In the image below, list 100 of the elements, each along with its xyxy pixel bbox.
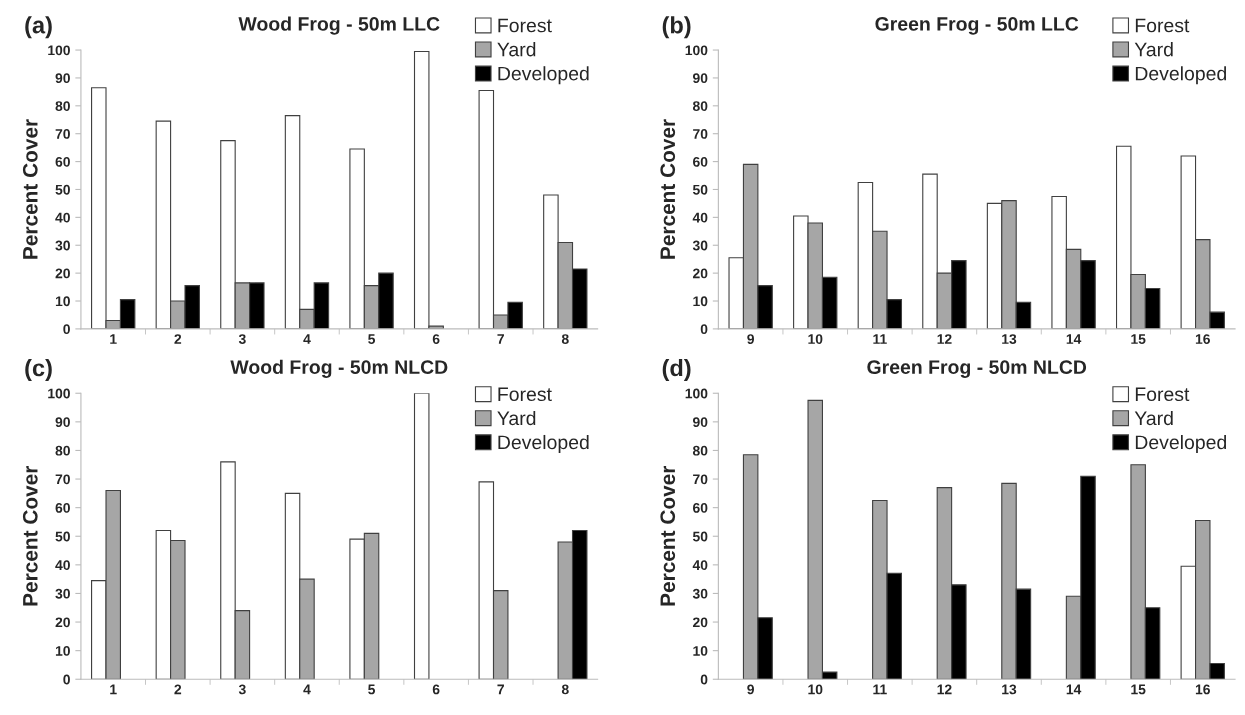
y-tick-label: 60 — [55, 156, 70, 167]
y-tick-label: 30 — [55, 588, 70, 599]
y-tick-label: 90 — [692, 73, 708, 84]
legend-label: Yard — [497, 42, 536, 57]
y-tick-label: 10 — [693, 645, 708, 656]
x-tick-label: 7 — [497, 334, 504, 344]
chart-title: Wood Frog - 50m LLC — [238, 16, 440, 35]
x-tick-label: 16 — [1195, 684, 1210, 695]
y-tick-label: 50 — [55, 184, 70, 195]
x-tick-label: 8 — [561, 334, 569, 344]
x-tick-label: 12 — [937, 684, 952, 695]
x-tick-label: 3 — [238, 684, 246, 695]
x-tick-label: 13 — [1002, 684, 1017, 695]
y-tick-label: 30 — [692, 240, 708, 251]
y-tick-label: 50 — [692, 184, 708, 195]
legend-label: Yard — [497, 410, 536, 426]
x-tick-label: 9 — [747, 684, 754, 695]
legend-label: Developed — [498, 434, 589, 454]
y-tick-label: 20 — [55, 617, 70, 628]
y-tick-label: 0 — [700, 674, 708, 685]
y-tick-label: 20 — [692, 617, 708, 628]
y-tick-label: 80 — [55, 445, 70, 456]
text: (b) — [662, 16, 691, 39]
y-tick-label: 60 — [55, 502, 70, 513]
y-tick-label: 40 — [55, 560, 70, 571]
x-tick-label: 16 — [1195, 334, 1210, 344]
chart-title: Green Frog - 50m LLC — [875, 17, 1079, 35]
bar — [413, 393, 430, 680]
y-tick-label: 40 — [55, 212, 70, 223]
x-tick-label: 2 — [174, 684, 182, 695]
y-tick-label: 100 — [48, 388, 70, 399]
y-tick-label: 40 — [692, 560, 708, 571]
x-tick-label: 4 — [303, 334, 311, 344]
x-tick-label: 1 — [110, 334, 117, 344]
y-tick-label: 80 — [692, 101, 708, 111]
y-axis-title: Percent Cover — [660, 119, 676, 259]
legend-label: Forest — [1135, 18, 1190, 33]
y-tick-label: 100 — [685, 45, 708, 56]
text: (a) — [25, 16, 52, 39]
y-axis-title: Percent Cover — [22, 465, 38, 606]
x-tick-label: 5 — [368, 684, 376, 695]
legend-label: Forest — [1135, 387, 1190, 402]
y-tick-label: 80 — [55, 101, 70, 111]
x-tick-label: 12 — [937, 334, 952, 344]
y-tick-label: 100 — [48, 45, 70, 56]
x-tick-label: 6 — [432, 684, 440, 695]
y-axis-title: Percent Cover — [660, 465, 676, 606]
y-tick-label: 100 — [685, 388, 708, 399]
x-tick-label: 4 — [303, 684, 311, 695]
legend-label: Forest — [498, 18, 552, 33]
y-tick-label: 40 — [692, 212, 708, 223]
legend-label: Yard — [1134, 42, 1173, 57]
x-tick-label: 5 — [368, 334, 376, 344]
y-tick-label: 80 — [692, 445, 708, 456]
y-tick-label: 50 — [692, 531, 708, 542]
y-tick-label: 30 — [692, 588, 708, 599]
y-tick-label: 90 — [55, 73, 70, 84]
x-tick-label: 14 — [1066, 334, 1082, 344]
y-tick-label: 0 — [700, 324, 708, 335]
x-tick-label: 11 — [873, 684, 887, 695]
x-tick-label: 7 — [497, 684, 504, 695]
x-tick-label: 9 — [747, 334, 754, 344]
x-tick-label: 15 — [1131, 334, 1146, 344]
x-tick-label: 3 — [238, 334, 246, 344]
y-tick-label: 10 — [55, 645, 70, 656]
y-tick-label: 70 — [693, 129, 708, 139]
chart-title: Wood Frog - 50m NLCD — [230, 359, 448, 378]
x-tick-label: 14 — [1066, 684, 1082, 695]
y-tick-label: 60 — [693, 502, 708, 513]
x-tick-label: 15 — [1131, 684, 1146, 695]
y-tick-label: 20 — [55, 268, 70, 279]
x-tick-label: 13 — [1002, 334, 1017, 344]
y-tick-label: 20 — [692, 268, 708, 279]
y-tick-label: 0 — [63, 674, 70, 685]
x-tick-label: 2 — [174, 334, 182, 344]
y-tick-label: 10 — [693, 296, 708, 307]
y-tick-label: 0 — [63, 324, 70, 335]
x-tick-label: 10 — [808, 684, 823, 695]
legend-label: Developed — [498, 66, 589, 85]
y-tick-label: 10 — [55, 296, 70, 307]
y-axis-title: Percent Cover — [22, 119, 38, 259]
y-tick-label: 70 — [55, 129, 70, 139]
x-tick-label: 11 — [873, 334, 887, 344]
x-tick-label: 6 — [432, 334, 440, 344]
y-tick-label: 90 — [55, 417, 70, 428]
legend-label: Developed — [1135, 434, 1227, 454]
y-tick-label: 30 — [55, 240, 70, 251]
legend-label: Forest — [498, 387, 552, 402]
y-tick-label: 50 — [55, 531, 70, 542]
y-tick-label: 70 — [55, 474, 70, 485]
x-tick-label: 10 — [808, 334, 823, 344]
y-tick-label: 90 — [692, 417, 708, 428]
legend-label: Yard — [1134, 410, 1173, 426]
text: (d) — [662, 358, 691, 381]
text: (c) — [25, 358, 52, 381]
legend-label: Developed — [1135, 66, 1227, 85]
y-tick-label: 70 — [693, 474, 708, 485]
x-tick-label: 1 — [110, 684, 117, 695]
x-tick-label: 8 — [561, 684, 569, 695]
y-tick-label: 60 — [693, 156, 708, 167]
